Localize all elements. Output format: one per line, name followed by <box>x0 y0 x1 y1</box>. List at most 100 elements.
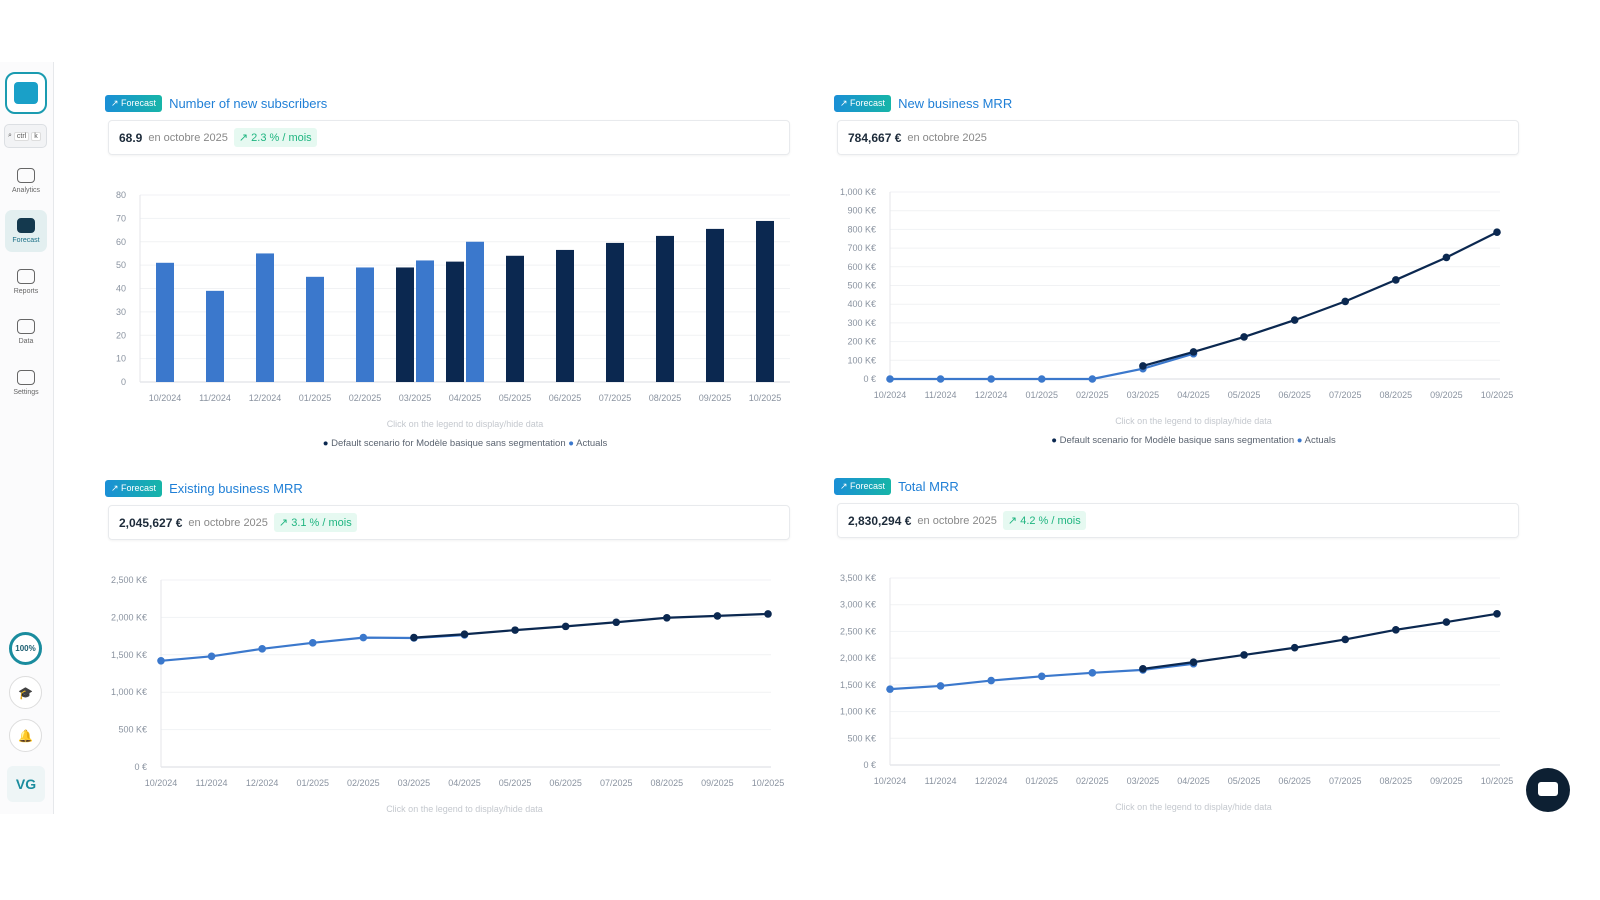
panel-title[interactable]: Total MRR <box>898 478 959 494</box>
forecast-point[interactable] <box>1290 643 1299 652</box>
sidebar-item-settings[interactable]: Settings <box>5 362 47 404</box>
x-tick-label: 10/2025 <box>749 393 782 403</box>
forecast-point[interactable] <box>612 618 621 627</box>
forecast-point[interactable] <box>1493 228 1501 237</box>
legend[interactable]: ● Default scenario for Modèle basique sa… <box>1051 435 1336 446</box>
forecast-point[interactable] <box>1341 635 1350 644</box>
x-tick-label: 01/2025 <box>1025 776 1058 786</box>
forecast-point[interactable] <box>1240 651 1248 659</box>
sidebar-item-analytics[interactable]: Analytics <box>5 160 47 202</box>
forecast-panel: ↗ Forecast New business MRR 784,667 € en o… <box>834 94 1524 155</box>
forecast-point[interactable] <box>1493 609 1501 618</box>
legend-item-actuals[interactable]: Actuals <box>1305 435 1336 446</box>
legend-item-forecast[interactable]: Default scenario for Modèle basique sans… <box>331 438 565 449</box>
actuals-point[interactable] <box>886 375 894 383</box>
actuals-point[interactable] <box>1088 375 1097 383</box>
actuals-point[interactable] <box>359 633 368 642</box>
x-tick-label: 07/2025 <box>599 393 632 403</box>
x-tick-label: 07/2025 <box>1329 390 1362 400</box>
forecast-bar[interactable] <box>446 261 464 382</box>
forecast-point[interactable] <box>1189 348 1198 356</box>
actuals-point[interactable] <box>157 656 165 665</box>
actuals-bar[interactable] <box>306 276 324 382</box>
x-tick-label: 01/2025 <box>296 778 329 788</box>
forecast-point[interactable] <box>764 610 772 618</box>
chat-button[interactable] <box>1526 768 1570 812</box>
x-tick-label: 09/2025 <box>1430 776 1463 786</box>
forecast-bar[interactable] <box>706 228 724 382</box>
actuals-bar[interactable] <box>206 290 224 382</box>
legend-item-forecast[interactable]: Default scenario for Modèle basique sans… <box>1060 435 1294 446</box>
actuals-bar[interactable] <box>416 260 434 382</box>
bar-chart-logo-icon <box>14 82 38 104</box>
sidebar-item-label: Forecast <box>12 237 40 244</box>
panel-title[interactable]: Number of new subscribers <box>169 95 328 111</box>
progress-indicator[interactable]: 100% <box>9 632 42 665</box>
y-tick-label: 0 € <box>134 762 147 772</box>
forecast-point[interactable] <box>713 612 722 620</box>
y-tick-label: 400 K€ <box>847 299 876 309</box>
actuals-point[interactable] <box>1037 375 1046 383</box>
forecast-bar[interactable] <box>756 220 774 382</box>
app-logo[interactable] <box>5 72 47 114</box>
forecast-point[interactable] <box>410 633 418 642</box>
legend-item-actuals[interactable]: Actuals <box>576 438 607 449</box>
notifications-button[interactable]: 🔔 <box>9 719 42 752</box>
actuals-point[interactable] <box>258 645 266 653</box>
forecast-point[interactable] <box>511 626 519 634</box>
actuals-bar[interactable] <box>156 262 174 382</box>
actuals-point[interactable] <box>1088 669 1097 677</box>
forecast-bar[interactable] <box>606 242 624 382</box>
x-tick-label: 09/2025 <box>1430 390 1463 400</box>
forecast-point[interactable] <box>663 613 671 622</box>
forecast-point[interactable] <box>1189 658 1198 666</box>
sidebar-item-reports[interactable]: Reports <box>5 261 47 303</box>
actuals-point[interactable] <box>1037 672 1046 681</box>
sidebar-item-label: Data <box>18 338 34 345</box>
forecast-point[interactable] <box>1341 297 1350 306</box>
forecast-panel: ↗ Forecast Total MRR 2,830,294 € en octobr… <box>834 477 1524 538</box>
trend-value: 4.2 % / mois <box>1020 515 1081 527</box>
actuals-bar[interactable] <box>256 253 274 382</box>
actuals-point[interactable] <box>936 682 945 690</box>
academy-button[interactable]: 🎓 <box>9 676 42 709</box>
forecast-bar[interactable] <box>656 235 674 382</box>
sidebar-item-forecast[interactable]: Forecast <box>5 210 47 252</box>
forecast-point[interactable] <box>1392 626 1400 634</box>
search-button[interactable]: ⌕ ctrl k <box>4 124 47 148</box>
forecast-point[interactable] <box>1290 316 1299 324</box>
kpi-card: 2,830,294 € en octobre 2025 ↗ 4.2 % / mois <box>837 503 1519 538</box>
forecast-point[interactable] <box>1139 665 1147 673</box>
x-tick-label: 11/2024 <box>196 778 228 788</box>
legend[interactable]: ● Default scenario for Modèle basique sa… <box>323 438 608 449</box>
sidebar-item-data[interactable]: Data <box>5 311 47 353</box>
forecast-bar[interactable] <box>506 255 524 382</box>
forecast-bar[interactable] <box>396 267 414 382</box>
panel-title[interactable]: Existing business MRR <box>169 480 303 496</box>
actuals-point[interactable] <box>936 375 945 383</box>
x-tick-label: 04/2025 <box>449 393 482 403</box>
x-tick-label: 02/2025 <box>1076 776 1109 786</box>
actuals-bar[interactable] <box>466 241 484 382</box>
actuals-point[interactable] <box>987 375 995 383</box>
actuals-point[interactable] <box>886 685 894 693</box>
panel-title[interactable]: New business MRR <box>898 95 1013 111</box>
forecast-point[interactable] <box>1139 362 1147 370</box>
x-tick-label: 10/2024 <box>874 776 907 786</box>
badge-label: Forecast <box>121 482 157 493</box>
forecast-point[interactable] <box>1442 253 1451 262</box>
y-tick-label: 3,000 K€ <box>840 600 876 610</box>
forecast-bar[interactable] <box>556 249 574 382</box>
forecast-point[interactable] <box>1392 276 1400 284</box>
forecast-point[interactable] <box>1442 618 1451 626</box>
forecast-point[interactable] <box>1240 333 1248 341</box>
actuals-point[interactable] <box>207 652 216 661</box>
actuals-point[interactable] <box>987 676 995 685</box>
actuals-bar[interactable] <box>356 267 374 382</box>
actuals-point[interactable] <box>308 639 317 647</box>
forecast-point[interactable] <box>460 630 469 639</box>
avatar[interactable]: VG <box>7 766 45 802</box>
forecast-point[interactable] <box>561 622 570 631</box>
y-tick-label: 700 K€ <box>847 243 876 253</box>
forecast-line <box>413 612 769 639</box>
